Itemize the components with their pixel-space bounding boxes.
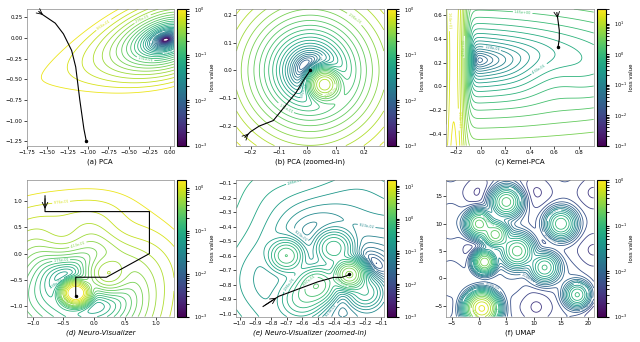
Text: 1.00e-01: 1.00e-01	[493, 306, 500, 323]
Text: 1.31e-01: 1.31e-01	[278, 103, 294, 114]
Text: 9.23e-02: 9.23e-02	[324, 303, 338, 318]
Text: 1.00e-01: 1.00e-01	[480, 215, 495, 228]
Text: 2.96e-01: 2.96e-01	[134, 14, 150, 24]
Text: 8.87e-01: 8.87e-01	[333, 277, 348, 290]
X-axis label: (a) PCA: (a) PCA	[88, 159, 113, 166]
Y-axis label: loss value: loss value	[210, 64, 215, 91]
Text: 3.16e-02: 3.16e-02	[479, 239, 494, 251]
Text: 9.23e-02: 9.23e-02	[293, 229, 308, 242]
Text: 3.16e-02: 3.16e-02	[461, 287, 476, 300]
Text: 7.38e-02: 7.38e-02	[49, 277, 64, 290]
Text: 6.66e-01: 6.66e-01	[96, 19, 111, 30]
Text: 1.64e+01: 1.64e+01	[447, 11, 451, 29]
X-axis label: (c) Kernel-PCA: (c) Kernel-PCA	[495, 159, 545, 166]
Y-axis label: loss value: loss value	[629, 235, 634, 262]
X-axis label: (b) PCA (zoomed-in): (b) PCA (zoomed-in)	[275, 159, 345, 166]
Text: 1.28e-01: 1.28e-01	[484, 45, 500, 52]
Text: 2.86e-01: 2.86e-01	[287, 177, 303, 186]
Text: 2.86e-01: 2.86e-01	[283, 276, 296, 291]
Text: 1.64e+01: 1.64e+01	[456, 111, 461, 128]
Text: 2.58e-02: 2.58e-02	[148, 29, 164, 41]
Text: 2.96e-01: 2.96e-01	[324, 87, 339, 99]
X-axis label: (e) Neuro-Visualizer (zoomed-in): (e) Neuro-Visualizer (zoomed-in)	[253, 330, 367, 337]
Y-axis label: loss value: loss value	[210, 235, 215, 262]
Text: 2.58e-02: 2.58e-02	[310, 56, 325, 69]
Text: 3.16e-02: 3.16e-02	[545, 207, 561, 219]
Text: 3.16e-02: 3.16e-02	[510, 185, 524, 199]
Text: 1.00e-02: 1.00e-02	[541, 233, 557, 245]
Text: 1.00e-02: 1.00e-02	[580, 300, 595, 313]
Text: 3.16e-02: 3.16e-02	[469, 264, 484, 278]
Y-axis label: loss value: loss value	[420, 64, 424, 91]
Text: 1.45e+00: 1.45e+00	[514, 10, 532, 15]
X-axis label: (d) Neuro-Visualizer: (d) Neuro-Visualizer	[65, 330, 135, 337]
Text: 8.87e-01: 8.87e-01	[302, 274, 317, 287]
Text: 3.16e-02: 3.16e-02	[575, 280, 590, 290]
Text: 2.96e-01: 2.96e-01	[347, 12, 362, 25]
X-axis label: (f) UMAP: (f) UMAP	[505, 330, 535, 337]
Text: 9.23e-02: 9.23e-02	[358, 223, 374, 229]
Text: 5.82e-02: 5.82e-02	[300, 82, 308, 98]
Text: 3.16e-01: 3.16e-01	[469, 309, 481, 325]
Text: 4.13e-01: 4.13e-01	[70, 241, 86, 249]
Text: 4.13e-01: 4.13e-01	[60, 297, 75, 308]
Text: 1.00e-02: 1.00e-02	[484, 281, 500, 291]
Y-axis label: loss value: loss value	[629, 64, 634, 91]
Text: 1.31e-01: 1.31e-01	[138, 56, 154, 63]
Text: 2.98e-02: 2.98e-02	[364, 256, 377, 271]
Text: 5.82e-02: 5.82e-02	[163, 47, 180, 55]
Text: 4.86e+00: 4.86e+00	[462, 38, 466, 56]
Text: 9.76e-01: 9.76e-01	[53, 199, 69, 205]
Text: 1.75e-01: 1.75e-01	[53, 258, 69, 263]
Text: 4.30e-01: 4.30e-01	[531, 63, 547, 75]
Text: 1.00e-02: 1.00e-02	[520, 273, 536, 284]
Y-axis label: loss value: loss value	[420, 235, 424, 262]
